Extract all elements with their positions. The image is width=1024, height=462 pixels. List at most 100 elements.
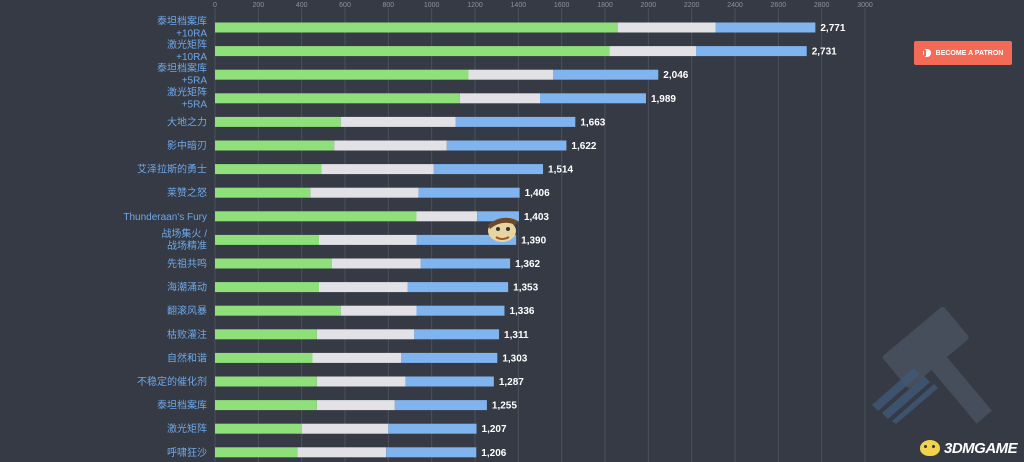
bar-segment-1 xyxy=(215,164,322,175)
x-tick-label: 800 xyxy=(382,2,394,9)
bars xyxy=(215,22,816,458)
x-tick-label: 1000 xyxy=(424,2,440,9)
bar-segment-2 xyxy=(332,258,421,269)
category-label: +5RA xyxy=(182,99,208,110)
bar-value-label: 1,353 xyxy=(513,283,538,294)
bar-segment-2 xyxy=(459,93,540,104)
x-axis-ticks: 0 200 400 600 800 1000 1200 1400 1600 1800 2000 220… xyxy=(213,2,873,9)
category-label: 艾泽拉斯的勇士 xyxy=(137,163,207,176)
bar-segment-3 xyxy=(540,93,646,104)
bar-value-label: 1,362 xyxy=(515,259,540,270)
bar-value-label: 1,663 xyxy=(580,117,605,128)
watermark-face-icon xyxy=(920,440,940,456)
bar-segment-3 xyxy=(388,423,477,434)
category-label: 影中暗刃 xyxy=(167,139,207,152)
bar-value-label: 1,989 xyxy=(651,94,676,105)
patreon-icon xyxy=(922,49,931,57)
x-tick-label: 3000 xyxy=(857,2,873,9)
bar-value-label: 1,336 xyxy=(509,306,534,317)
bar-segment-1 xyxy=(215,376,317,387)
bar-segment-3 xyxy=(416,305,505,316)
x-tick-label: 1600 xyxy=(554,2,570,9)
bar-segment-1 xyxy=(215,140,335,151)
bar-segment-1 xyxy=(215,282,319,293)
category-label: 翻滚风暴 xyxy=(167,304,207,317)
x-tick-label: 2400 xyxy=(727,2,743,9)
bar-value-label: 1,403 xyxy=(524,212,549,223)
bar-segment-3 xyxy=(455,116,576,127)
category-label: 战场集火 / xyxy=(161,227,207,240)
bar-segment-3 xyxy=(553,69,659,80)
bar-segment-2 xyxy=(310,187,419,198)
bar-value-label: 1,287 xyxy=(499,377,524,388)
bar-segment-3 xyxy=(477,211,519,222)
bar-value-label: 1,207 xyxy=(482,424,507,435)
bar-segment-3 xyxy=(446,140,567,151)
bar-segment-2 xyxy=(316,376,406,387)
bar-segment-2 xyxy=(340,116,456,127)
x-tick-label: 1400 xyxy=(511,2,527,9)
become-patron-button[interactable]: BECOME A PATRON xyxy=(914,41,1012,65)
bar-segment-1 xyxy=(215,69,469,80)
category-label: 不稳定的催化剂 xyxy=(137,375,207,388)
bar-segment-1 xyxy=(215,400,317,411)
bar-segment-2 xyxy=(312,352,402,363)
category-label: 先祖共鸣 xyxy=(167,257,207,270)
bar-segment-1 xyxy=(215,187,311,198)
bar-value-label: 1,514 xyxy=(548,165,573,176)
category-label: 激光矩阵 xyxy=(167,85,207,98)
bar-segment-2 xyxy=(416,211,478,222)
bar-value-label: 1,390 xyxy=(521,235,546,246)
x-tick-label: 400 xyxy=(296,2,308,9)
mascot-watermark-icon xyxy=(482,207,526,245)
category-label: 泰坦档案库 xyxy=(157,62,207,75)
bar-segment-3 xyxy=(696,46,807,57)
become-patron-label: BECOME A PATRON xyxy=(935,49,1004,57)
bar-segment-3 xyxy=(394,400,487,411)
x-tick-label: 2000 xyxy=(641,2,657,9)
bar-segment-3 xyxy=(416,234,517,245)
bar-value-label: 2,771 xyxy=(820,23,845,34)
x-tick-label: 600 xyxy=(339,2,351,9)
bar-segment-2 xyxy=(319,282,408,293)
category-label: 激光矩阵 xyxy=(167,422,207,435)
bar-segment-1 xyxy=(215,211,417,222)
bar-segment-3 xyxy=(433,164,544,175)
bar-segment-3 xyxy=(420,258,511,269)
bar-segment-3 xyxy=(405,376,494,387)
bar-segment-3 xyxy=(414,329,500,340)
category-label: 海潮涌动 xyxy=(167,281,207,294)
category-label: 泰坦档案库 xyxy=(157,399,207,412)
x-tick-label: 2600 xyxy=(771,2,787,9)
bar-segment-2 xyxy=(316,329,415,340)
bar-segment-1 xyxy=(215,116,341,127)
bar-value-label: 2,731 xyxy=(812,47,837,58)
bar-segment-1 xyxy=(215,234,319,245)
category-label: 大地之力 xyxy=(167,115,207,128)
x-tick-label: 1200 xyxy=(467,2,483,9)
bar-segment-3 xyxy=(715,22,816,33)
bar-segment-1 xyxy=(215,46,610,57)
bar-segment-1 xyxy=(215,22,618,33)
category-label: 泰坦档案库 xyxy=(157,15,207,28)
bar-segment-2 xyxy=(297,447,387,458)
category-label: +5RA xyxy=(182,76,208,87)
bar-segment-2 xyxy=(301,423,389,434)
bar-segment-2 xyxy=(321,164,434,175)
bar-value-label: 1,311 xyxy=(504,330,529,341)
bar-segment-1 xyxy=(215,352,313,363)
site-watermark: 3DMGAME xyxy=(920,436,1018,460)
bar-segment-3 xyxy=(401,352,498,363)
bar-segment-3 xyxy=(418,187,520,198)
bar-segment-1 xyxy=(215,258,332,269)
x-tick-label: 1800 xyxy=(597,2,613,9)
bar-segment-1 xyxy=(215,305,341,316)
x-tick-label: 2200 xyxy=(684,2,700,9)
x-tick-label: 0 xyxy=(213,2,217,9)
bar-segment-2 xyxy=(609,46,696,57)
bar-segment-2 xyxy=(340,305,417,316)
bar-segment-1 xyxy=(215,329,317,340)
category-label: 莱赞之怒 xyxy=(167,186,207,199)
bar-segment-2 xyxy=(316,400,395,411)
